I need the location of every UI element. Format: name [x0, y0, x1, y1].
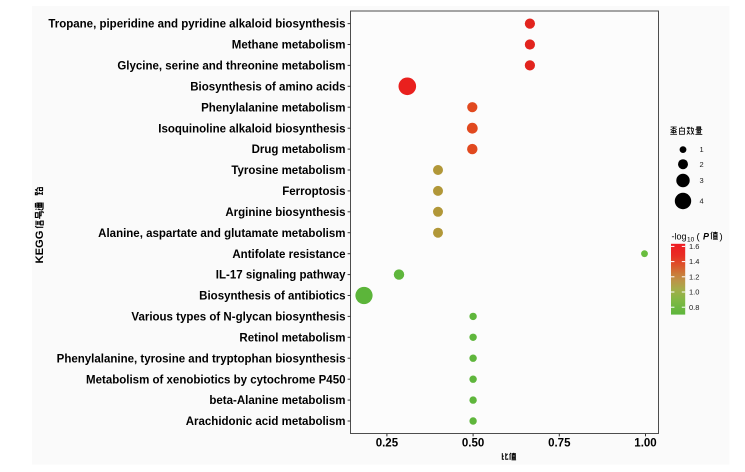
svg-text:2: 2 [700, 160, 704, 169]
svg-text:3: 3 [700, 176, 704, 185]
svg-text:Biosynthesis of amino acids: Biosynthesis of amino acids [190, 81, 345, 93]
svg-text:1.00: 1.00 [634, 437, 656, 449]
svg-text:(: ( [697, 232, 701, 243]
svg-text:Phenylalanine metabolism: Phenylalanine metabolism [201, 102, 345, 114]
svg-text:0.25: 0.25 [376, 437, 399, 449]
svg-text:1.2: 1.2 [689, 272, 699, 281]
svg-text:10: 10 [687, 236, 695, 243]
svg-text:Antifolate resistance: Antifolate resistance [232, 249, 345, 261]
svg-text:1.4: 1.4 [689, 257, 699, 266]
svg-text:Retinol metabolism: Retinol metabolism [239, 332, 345, 344]
svg-text:Arginine biosynthesis: Arginine biosynthesis [225, 207, 345, 219]
svg-text:Various types of N-glycan bios: Various types of N-glycan biosynthesis [131, 312, 345, 324]
svg-text:Tyrosine metabolism: Tyrosine metabolism [231, 165, 345, 177]
svg-text:Methane metabolism: Methane metabolism [232, 40, 346, 52]
svg-text:0.8: 0.8 [689, 303, 699, 312]
svg-text:): ) [720, 232, 723, 243]
svg-text:Ferroptosis: Ferroptosis [282, 186, 345, 198]
svg-text:KEGG: KEGG [34, 230, 46, 263]
svg-text:Drug metabolism: Drug metabolism [252, 144, 346, 156]
svg-text:Alanine, aspartate and glutama: Alanine, aspartate and glutamate metabol… [98, 228, 345, 240]
svg-text:1.0: 1.0 [689, 288, 699, 297]
svg-text:Tropane, piperidine and pyridi: Tropane, piperidine and pyridine alkaloi… [48, 19, 345, 31]
svg-text:Biosynthesis of antibiotics: Biosynthesis of antibiotics [199, 291, 345, 303]
svg-text:-log: -log [672, 231, 687, 241]
svg-text:Isoquinoline alkaloid biosynth: Isoquinoline alkaloid biosynthesis [158, 123, 345, 135]
svg-text:Glycine, serine and threonine: Glycine, serine and threonine metabolism [117, 61, 345, 73]
svg-text:Metabolism of xenobiotics by c: Metabolism of xenobiotics by cytochrome … [86, 374, 345, 386]
svg-text:1.6: 1.6 [689, 242, 699, 251]
svg-text:Phenylalanine, tyrosine and tr: Phenylalanine, tyrosine and tryptophan b… [57, 353, 346, 365]
svg-text:0.50: 0.50 [462, 437, 484, 449]
svg-text:1: 1 [700, 145, 704, 154]
svg-text:beta-Alanine metabolism: beta-Alanine metabolism [209, 395, 345, 407]
svg-text:0.75: 0.75 [548, 437, 571, 449]
svg-text:Arachidonic acid metabolism: Arachidonic acid metabolism [186, 416, 346, 428]
svg-text:IL-17 signaling pathway: IL-17 signaling pathway [216, 270, 346, 282]
svg-text:P: P [703, 231, 710, 241]
svg-text:4: 4 [700, 197, 704, 206]
